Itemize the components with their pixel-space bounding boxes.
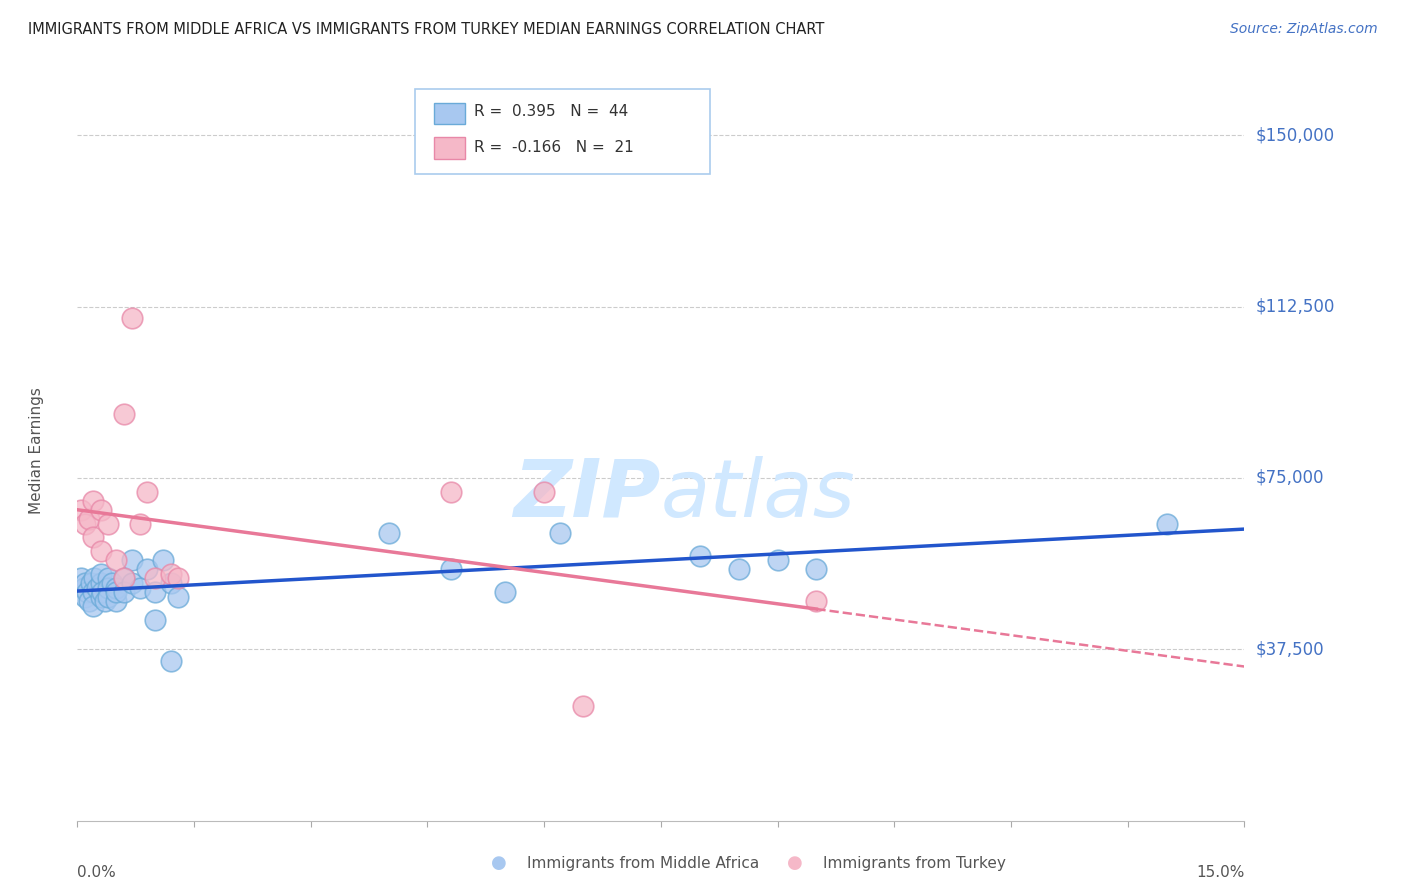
Text: ZIP: ZIP bbox=[513, 456, 661, 534]
Point bbox=[97, 571, 120, 585]
Point bbox=[105, 594, 128, 608]
Point bbox=[70, 503, 93, 517]
Point bbox=[90, 590, 112, 604]
Point bbox=[77, 512, 100, 526]
Text: Source: ZipAtlas.com: Source: ZipAtlas.com bbox=[1230, 22, 1378, 37]
Point bbox=[159, 566, 181, 581]
Point bbox=[91, 585, 114, 599]
Text: atlas: atlas bbox=[661, 456, 856, 534]
Point bbox=[112, 407, 135, 421]
Text: Immigrants from Turkey: Immigrants from Turkey bbox=[823, 856, 1005, 871]
Point bbox=[97, 516, 120, 531]
Point bbox=[167, 590, 190, 604]
Text: Median Earnings: Median Earnings bbox=[30, 387, 44, 514]
Point bbox=[105, 553, 128, 567]
Text: $75,000: $75,000 bbox=[1256, 469, 1324, 487]
Point bbox=[159, 576, 181, 591]
Point bbox=[72, 581, 94, 595]
Point bbox=[1156, 516, 1178, 531]
Point bbox=[80, 576, 103, 591]
Point bbox=[76, 585, 98, 599]
Point bbox=[806, 594, 828, 608]
Point bbox=[105, 585, 128, 599]
Text: R =  -0.166   N =  21: R = -0.166 N = 21 bbox=[474, 140, 634, 154]
Point bbox=[494, 585, 516, 599]
Point bbox=[101, 576, 124, 591]
Point bbox=[90, 544, 112, 558]
Point bbox=[93, 594, 115, 608]
Point bbox=[727, 562, 749, 576]
Text: ●: ● bbox=[786, 855, 803, 872]
Point bbox=[97, 590, 120, 604]
Text: $37,500: $37,500 bbox=[1256, 640, 1324, 658]
Point bbox=[136, 562, 159, 576]
Point bbox=[105, 581, 128, 595]
Text: 15.0%: 15.0% bbox=[1197, 865, 1244, 880]
Point bbox=[136, 484, 159, 499]
Point bbox=[548, 525, 571, 540]
Point bbox=[128, 516, 150, 531]
Point bbox=[766, 553, 789, 567]
Point bbox=[90, 503, 112, 517]
Point bbox=[121, 310, 143, 325]
Point bbox=[440, 562, 463, 576]
Point bbox=[572, 699, 595, 714]
Text: IMMIGRANTS FROM MIDDLE AFRICA VS IMMIGRANTS FROM TURKEY MEDIAN EARNINGS CORRELAT: IMMIGRANTS FROM MIDDLE AFRICA VS IMMIGRA… bbox=[28, 22, 824, 37]
Text: R =  0.395   N =  44: R = 0.395 N = 44 bbox=[474, 104, 628, 119]
Point bbox=[97, 581, 120, 595]
Point bbox=[806, 562, 828, 576]
Text: ●: ● bbox=[491, 855, 508, 872]
Point bbox=[112, 571, 135, 585]
Point bbox=[533, 484, 555, 499]
Point bbox=[90, 566, 112, 581]
Point bbox=[159, 654, 181, 668]
Point bbox=[143, 613, 166, 627]
Point bbox=[128, 581, 150, 595]
Point bbox=[143, 571, 166, 585]
Point bbox=[440, 484, 463, 499]
Point bbox=[90, 576, 112, 591]
Point bbox=[689, 549, 711, 563]
Text: Immigrants from Middle Africa: Immigrants from Middle Africa bbox=[527, 856, 759, 871]
Point bbox=[82, 599, 104, 613]
Point bbox=[82, 493, 104, 508]
Point bbox=[121, 576, 143, 591]
Point bbox=[152, 553, 174, 567]
Point bbox=[143, 585, 166, 599]
Point bbox=[75, 590, 97, 604]
Point bbox=[86, 581, 108, 595]
Point bbox=[112, 585, 135, 599]
Point bbox=[77, 594, 100, 608]
Point bbox=[112, 571, 135, 585]
Text: 0.0%: 0.0% bbox=[77, 865, 117, 880]
Point bbox=[121, 553, 143, 567]
Point bbox=[377, 525, 399, 540]
Point bbox=[75, 516, 97, 531]
Point bbox=[70, 571, 93, 585]
Point bbox=[167, 571, 190, 585]
Point bbox=[82, 530, 104, 544]
Point bbox=[75, 576, 97, 591]
Text: $112,500: $112,500 bbox=[1256, 298, 1336, 316]
Text: $150,000: $150,000 bbox=[1256, 126, 1336, 145]
Point bbox=[82, 585, 104, 599]
Point bbox=[83, 571, 105, 585]
